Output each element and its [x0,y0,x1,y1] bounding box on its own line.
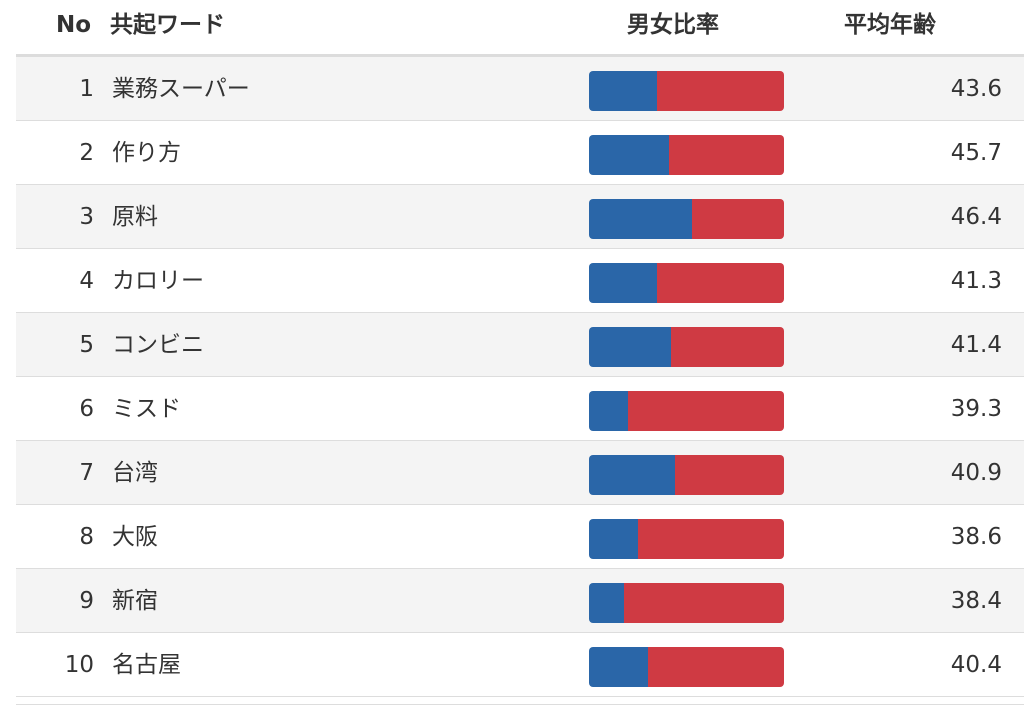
gender-ratio-bar [589,199,784,239]
row-word: 大阪 [112,524,158,550]
male-ratio-segment [589,583,625,623]
row-number: 2 [79,140,94,166]
row-background [16,249,1024,312]
female-ratio-segment [657,71,784,111]
row-divider [16,440,1024,441]
row-background [16,441,1024,504]
row-background [16,505,1024,568]
male-ratio-segment [589,199,693,239]
row-average-age: 38.6 [950,524,1002,550]
gender-ratio-bar [589,519,784,559]
table-row[interactable]: 2 作り方 45.7 [0,121,1024,185]
table-row[interactable]: 1 業務スーパー 43.6 [0,57,1024,121]
header-no[interactable]: No [56,12,92,38]
row-divider [16,696,1024,697]
table-row[interactable]: 10 名古屋 40.4 [0,633,1024,697]
male-ratio-segment [589,135,669,175]
row-divider [16,184,1024,185]
male-ratio-segment [589,519,638,559]
male-ratio-segment [589,647,648,687]
female-ratio-segment [637,519,784,559]
row-average-age: 38.4 [950,588,1002,614]
row-word: 原料 [112,204,158,230]
row-number: 8 [79,524,94,550]
male-ratio-segment [589,71,658,111]
row-average-age: 43.6 [950,76,1002,102]
row-average-age: 45.7 [950,140,1002,166]
row-divider [16,120,1024,121]
row-word: ミスド [112,396,181,422]
table-row[interactable]: 3 原料 46.4 [0,185,1024,249]
row-word: コンビニ [112,332,204,358]
row-divider [16,504,1024,505]
row-background [16,121,1024,184]
row-number: 1 [79,76,94,102]
header-average-age[interactable]: 平均年齢 [844,12,936,38]
row-word: 作り方 [112,140,181,166]
gender-ratio-bar [589,391,784,431]
gender-ratio-bar [589,647,784,687]
female-ratio-segment [628,391,784,431]
row-number: 5 [79,332,94,358]
table-header: No 共起ワード 男女比率 平均年齢 [0,0,1024,57]
row-background [16,57,1024,120]
row-number: 9 [79,588,94,614]
row-background [16,185,1024,248]
gender-ratio-bar [589,263,784,303]
female-ratio-segment [657,263,784,303]
row-word: 業務スーパー [112,76,250,102]
row-average-age: 41.4 [950,332,1002,358]
row-divider [16,568,1024,569]
female-ratio-segment [624,583,784,623]
gender-ratio-bar [589,135,784,175]
male-ratio-segment [589,327,671,367]
row-average-age: 40.4 [950,652,1002,678]
male-ratio-segment [589,455,675,495]
row-divider [16,312,1024,313]
row-divider [16,248,1024,249]
row-word: カロリー [112,268,204,294]
row-average-age: 40.9 [950,460,1002,486]
row-average-age: 39.3 [950,396,1002,422]
table-row[interactable]: 5 コンビニ 41.4 [0,313,1024,377]
table-row[interactable]: 8 大阪 38.6 [0,505,1024,569]
row-background [16,377,1024,440]
male-ratio-segment [589,263,658,303]
gender-ratio-bar [589,71,784,111]
female-ratio-segment [668,135,784,175]
table-bottom-divider [16,704,1024,705]
table-row[interactable]: 4 カロリー 41.3 [0,249,1024,313]
male-ratio-segment [589,391,628,431]
gender-ratio-bar [589,455,784,495]
row-number: 6 [79,396,94,422]
row-word: 新宿 [112,588,158,614]
gender-ratio-bar [589,327,784,367]
row-background [16,569,1024,632]
row-word: 台湾 [112,460,158,486]
row-background [16,633,1024,696]
header-word[interactable]: 共起ワード [110,12,225,38]
row-number: 10 [64,652,94,678]
table-row[interactable]: 9 新宿 38.4 [0,569,1024,633]
row-number: 7 [79,460,94,486]
row-background [16,313,1024,376]
female-ratio-segment [692,199,784,239]
header-divider [16,54,1024,57]
female-ratio-segment [674,455,784,495]
row-average-age: 46.4 [950,204,1002,230]
row-number: 4 [79,268,94,294]
female-ratio-segment [670,327,784,367]
table-body: 1 業務スーパー 43.6 2 作り方 45.7 3 原料 46.4 4 カロリ… [0,57,1024,697]
row-divider [16,632,1024,633]
row-average-age: 41.3 [950,268,1002,294]
table-row[interactable]: 7 台湾 40.9 [0,441,1024,505]
row-number: 3 [79,204,94,230]
table-row[interactable]: 6 ミスド 39.3 [0,377,1024,441]
female-ratio-segment [647,647,784,687]
row-word: 名古屋 [112,652,181,678]
row-divider [16,376,1024,377]
gender-ratio-bar [589,583,784,623]
header-gender-ratio[interactable]: 男女比率 [627,12,719,38]
